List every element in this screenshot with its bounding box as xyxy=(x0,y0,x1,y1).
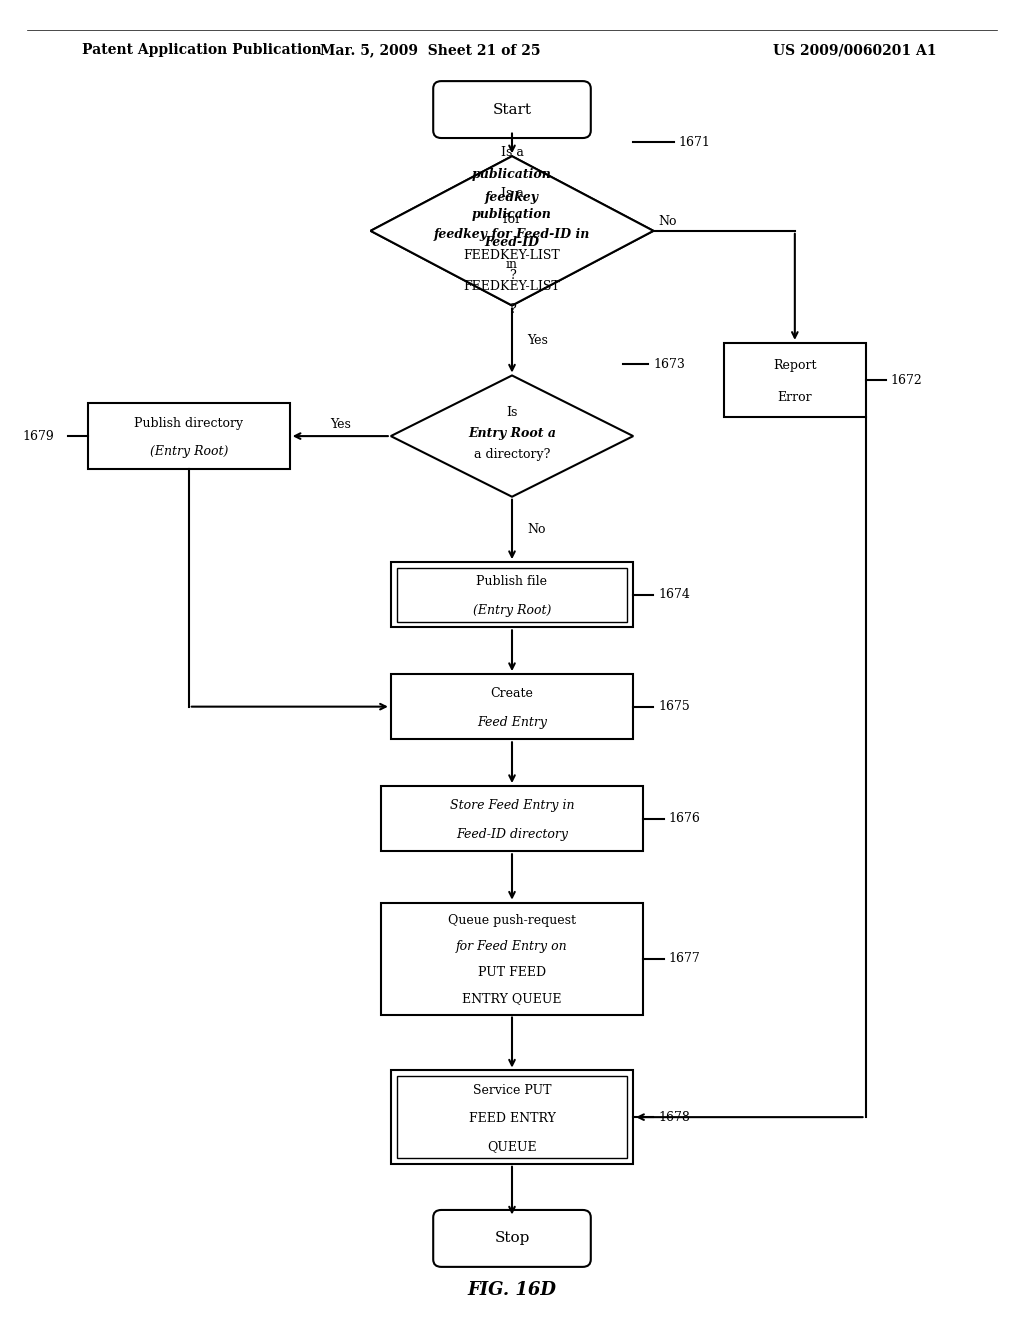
Text: Start: Start xyxy=(493,103,531,116)
Text: Publish directory: Publish directory xyxy=(134,417,244,430)
Text: QUEUE: QUEUE xyxy=(487,1140,537,1154)
Text: ENTRY QUEUE: ENTRY QUEUE xyxy=(462,993,562,1006)
Text: feedkey for Feed-ID in: feedkey for Feed-ID in xyxy=(434,228,590,242)
Text: FEEDKEY-LIST: FEEDKEY-LIST xyxy=(464,280,560,293)
Text: Mar. 5, 2009  Sheet 21 of 25: Mar. 5, 2009 Sheet 21 of 25 xyxy=(319,44,541,57)
Text: Service PUT: Service PUT xyxy=(473,1084,551,1097)
Text: Queue push-request: Queue push-request xyxy=(449,915,575,927)
Text: Patent Application Publication: Patent Application Publication xyxy=(82,44,322,57)
Bar xyxy=(88,404,290,469)
Text: 1675: 1675 xyxy=(658,700,690,713)
Text: Is: Is xyxy=(506,407,518,420)
Text: publication: publication xyxy=(472,169,552,181)
Bar xyxy=(724,343,865,417)
Text: (Entry Root): (Entry Root) xyxy=(150,445,228,458)
Text: Feed-ID: Feed-ID xyxy=(484,235,540,248)
Text: for: for xyxy=(499,213,525,226)
Text: Yes: Yes xyxy=(527,334,548,347)
Text: Store Feed Entry in: Store Feed Entry in xyxy=(450,800,574,812)
Polygon shape xyxy=(391,375,633,496)
Bar xyxy=(391,562,633,627)
Text: Feed Entry: Feed Entry xyxy=(477,715,547,729)
Text: Report: Report xyxy=(773,359,816,372)
Text: ?: ? xyxy=(509,302,515,315)
Text: publication: publication xyxy=(472,207,552,220)
Text: Error: Error xyxy=(777,392,812,404)
Text: 1676: 1676 xyxy=(669,812,700,825)
Text: No: No xyxy=(527,523,546,536)
Text: 1677: 1677 xyxy=(669,952,700,965)
Text: 1673: 1673 xyxy=(653,358,685,371)
Text: Create: Create xyxy=(490,688,534,701)
Text: FEEDKEY-LIST: FEEDKEY-LIST xyxy=(464,248,560,261)
Text: Entry Root a: Entry Root a xyxy=(468,426,556,440)
Bar xyxy=(391,675,633,739)
Text: in: in xyxy=(506,257,518,271)
Text: 1678: 1678 xyxy=(658,1110,690,1123)
Text: Is a: Is a xyxy=(501,147,523,158)
Text: a directory?: a directory? xyxy=(474,449,550,461)
Text: Is a: Is a xyxy=(501,187,523,201)
Bar xyxy=(391,1071,633,1164)
Text: 1679: 1679 xyxy=(23,429,54,442)
Bar xyxy=(397,1076,627,1158)
Text: feedkey: feedkey xyxy=(485,191,539,203)
Text: Stop: Stop xyxy=(495,1232,529,1246)
Text: 1674: 1674 xyxy=(658,589,690,601)
Text: 1672: 1672 xyxy=(891,374,923,387)
Bar xyxy=(397,568,627,622)
Text: No: No xyxy=(658,215,677,228)
Text: Publish file: Publish file xyxy=(476,576,548,589)
Polygon shape xyxy=(371,156,653,305)
FancyBboxPatch shape xyxy=(433,81,591,139)
Text: for Feed Entry on: for Feed Entry on xyxy=(456,940,568,953)
Text: (Entry Root): (Entry Root) xyxy=(473,603,551,616)
FancyBboxPatch shape xyxy=(433,1210,591,1267)
Bar xyxy=(381,903,643,1015)
Text: Yes: Yes xyxy=(330,418,350,432)
Text: FEED ENTRY: FEED ENTRY xyxy=(469,1111,555,1125)
Text: ?: ? xyxy=(509,269,515,282)
Bar xyxy=(381,785,643,851)
Text: US 2009/0060201 A1: US 2009/0060201 A1 xyxy=(773,44,937,57)
Text: FIG. 16D: FIG. 16D xyxy=(468,1280,556,1299)
Text: Feed-ID directory: Feed-ID directory xyxy=(456,828,568,841)
Text: 1671: 1671 xyxy=(679,136,711,149)
Polygon shape xyxy=(371,156,653,305)
Text: PUT FEED: PUT FEED xyxy=(478,966,546,979)
